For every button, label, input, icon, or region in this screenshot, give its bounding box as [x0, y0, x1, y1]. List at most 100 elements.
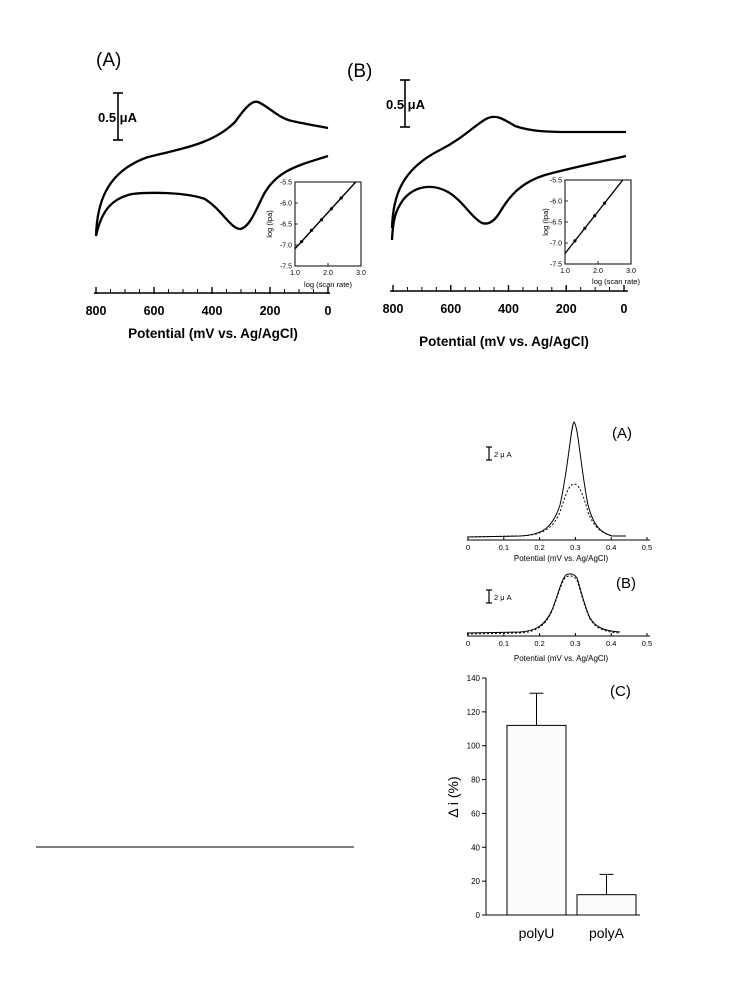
x-tick-label: 0.2 — [534, 543, 544, 552]
dpv-a-x-axis: 0 0.1 0.2 0.3 0.4 0.5 — [466, 537, 652, 552]
inset-data-point — [339, 196, 343, 200]
inset-data-point — [329, 207, 333, 211]
panel-b-inset: -5.5-6.0-6.5-7.0-7.51.0 2.0 3.0 log (Ipa) … — [541, 178, 640, 287]
x-tick-label: 600 — [440, 302, 461, 316]
dpv-b-solid-curve — [466, 573, 621, 634]
panel-a-xlabel: Potential (mV vs. Ag/AgCl) — [128, 326, 298, 341]
inset-data-point — [309, 228, 314, 232]
panel-b-scale-label: 0.5 μA — [386, 97, 426, 112]
x-tick-label: 0 — [621, 302, 628, 316]
panel-a-scale-label: 0.5 μA — [98, 110, 138, 125]
bar-c-label: (C) — [610, 683, 631, 700]
y-tick-label: 120 — [467, 708, 481, 717]
inset-y-tick-label: -5.5 — [550, 178, 562, 185]
x-tick-label: 400 — [498, 302, 519, 316]
x-tick-label: 800 — [86, 304, 107, 318]
x-tick-label: 0.4 — [606, 639, 616, 648]
y-tick-label: 140 — [467, 674, 481, 683]
y-tick-label: 80 — [471, 776, 480, 785]
x-tick-label: 400 — [202, 304, 223, 318]
inset-data-point — [583, 226, 587, 230]
inset-fit-line — [294, 181, 357, 250]
x-tick-label: 0 — [466, 639, 470, 648]
x-tick-label: 0 — [325, 304, 332, 318]
y-tick-label: 20 — [471, 877, 480, 886]
dpv-b-x-axis: 0 0.1 0.2 0.3 0.4 0.5 — [466, 633, 652, 648]
dpv-b-xlabel: Potential (mV vs. Ag/AgCl) — [514, 654, 609, 663]
inset-y-tick-label: -5.5 — [280, 180, 292, 187]
panel-a-inset: -5.5-6.0-6.5-7.0-7.51.0 2.0 3.0 log (Ipa) … — [265, 180, 366, 290]
inset-y-tick-label: -6.0 — [550, 199, 562, 206]
dpv-b-label: (B) — [616, 575, 636, 592]
panel-a-upper-curve — [94, 100, 329, 237]
inset-y-tick-label: -6.5 — [280, 222, 292, 229]
panel-b-cv: (B) 0.5 μA 800 600 400 200 0 Potential (mV v… — [347, 61, 640, 349]
panel-b-label: (B) — [347, 61, 372, 82]
dpv-b-scale-label: 2 μ A — [494, 593, 512, 602]
x-tick-label: 0.4 — [606, 543, 616, 552]
dpv-a-solid-curve — [466, 421, 626, 538]
inset-data-point — [319, 218, 323, 222]
x-tick-label: 0 — [466, 543, 470, 552]
panel-a-scale-bar — [113, 92, 123, 141]
inset-data-point — [573, 239, 577, 243]
inset-y-tick-label: -7.0 — [550, 241, 562, 248]
y-tick-label: 40 — [471, 843, 480, 852]
panel-b-inset-xlabel: log (scan rate) — [592, 277, 640, 286]
x-tick-label: 0.5 — [642, 639, 652, 648]
x-tick-label: 200 — [556, 302, 577, 316]
bar-c-ylabel: Δ i (%) — [445, 776, 461, 817]
panel-b-xlabel: Potential (mV vs. Ag/AgCl) — [419, 334, 589, 349]
inset-y-tick-label: -7.5 — [280, 264, 292, 271]
bar-chart-c: (C) 0 20 40 60 80 100 120 140 Δ i (%) polyU poly… — [445, 674, 640, 941]
y-tick-label: 60 — [471, 809, 480, 818]
category-label: polyA — [589, 925, 625, 941]
dpv-a-label: (A) — [612, 425, 632, 442]
inset-y-tick-label: -6.5 — [550, 220, 562, 227]
y-tick-label: 0 — [476, 911, 481, 920]
panel-a-inset-xlabel: log (scan rate) — [304, 280, 352, 289]
x-tick-label: 200 — [260, 304, 281, 318]
inset-x-tick-label: 3.0 — [626, 268, 636, 275]
inset-data-point — [300, 240, 304, 244]
inset-y-tick-label: -7.5 — [550, 262, 562, 269]
bar-c-y-axis: 0 20 40 60 80 100 120 140 — [467, 674, 487, 920]
category-label: polyU — [519, 925, 555, 941]
inset-x-tick-label: 2.0 — [323, 270, 333, 277]
panel-a-cv: (A) 0.5 μA 800 600 400 200 0 Potential (mV v… — [86, 50, 366, 341]
x-tick-label: 0.3 — [570, 543, 580, 552]
x-tick-label: 600 — [144, 304, 165, 318]
inset-x-tick-label: 3.0 — [356, 270, 366, 277]
panel-a-x-axis: 800 600 400 200 0 — [86, 287, 332, 318]
dpv-b-scale-bar — [486, 589, 492, 604]
x-tick-label: 800 — [383, 302, 404, 316]
inset-y-tick-label: -6.0 — [280, 201, 292, 208]
y-tick-label: 100 — [467, 742, 481, 751]
dpv-b-dotted-curve — [466, 575, 621, 635]
panel-a-inset-ylabel: log (Ipa) — [265, 210, 274, 238]
bar-polyU — [506, 724, 567, 916]
panel-b-upper-curve — [390, 115, 626, 229]
inset-x-tick-label: 1.0 — [560, 268, 570, 275]
inset-data-point — [593, 214, 597, 218]
panel-b-scale-bar — [400, 79, 410, 128]
dpv-a-scale-bar — [486, 446, 492, 461]
inset-x-tick-label: 2.0 — [593, 268, 603, 275]
x-tick-label: 0.5 — [642, 543, 652, 552]
panel-b-lower-curve — [390, 154, 627, 241]
dpv-b: (B) 2 μ A 0 0.1 0.2 0.3 0.4 0.5 Potential (mV… — [466, 573, 652, 663]
x-tick-label: 0.2 — [534, 639, 544, 648]
inset-y-tick-label: -7.0 — [280, 243, 292, 250]
bar-polyA — [576, 894, 637, 916]
inset-data-point — [603, 201, 607, 205]
x-tick-label: 0.1 — [499, 639, 509, 648]
x-tick-label: 0.3 — [570, 639, 580, 648]
dpv-a-scale-label: 2 μ A — [494, 450, 512, 459]
panel-b-x-axis: 800 600 400 200 0 — [383, 285, 628, 316]
panel-a-label: (A) — [96, 50, 121, 71]
dpv-a: (A) 2 μ A 0 0.1 0.2 0.3 0.4 0.5 Potential (mV… — [466, 421, 652, 563]
dpv-a-xlabel: Potential (mV vs. Ag/AgCl) — [514, 554, 609, 563]
panel-b-inset-ylabel: log (Ipa) — [541, 208, 550, 236]
panel-a-lower-curve — [94, 154, 329, 237]
